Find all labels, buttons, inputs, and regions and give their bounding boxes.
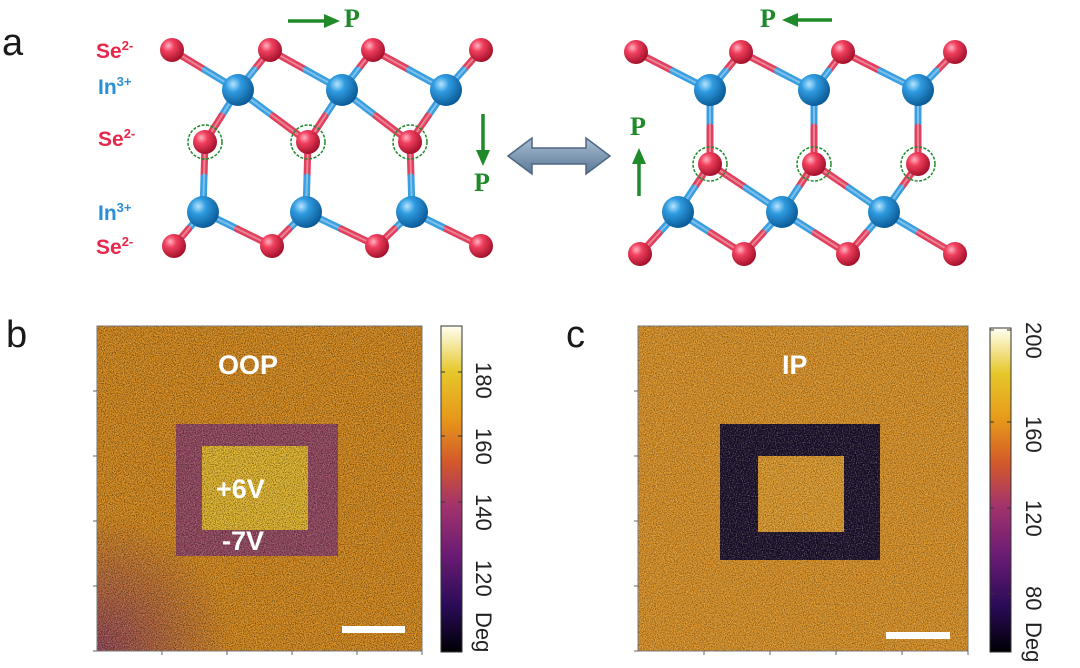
selenium-atom xyxy=(361,38,385,62)
selenium-atom xyxy=(193,130,217,154)
map-label-outer-voltage: -7V xyxy=(222,526,265,556)
panel-c-label: c xyxy=(566,314,585,356)
panel-b-label: b xyxy=(6,314,28,356)
map-label-inner-voltage: +6V xyxy=(216,474,265,504)
selenium-atom xyxy=(802,152,826,176)
pfm-map-ip xyxy=(638,326,968,651)
indium-atom xyxy=(222,74,254,106)
selenium-atom xyxy=(628,242,652,266)
selenium-atom xyxy=(729,40,753,64)
colorbar-ip-tick-80: 80 xyxy=(1021,586,1046,611)
indium-atom xyxy=(396,196,428,228)
selenium-atom xyxy=(836,242,860,266)
ion-label-se-bottom: Se2- xyxy=(96,234,134,259)
colorbar-oop-tick-180: 180 xyxy=(471,362,496,399)
highlight-ring xyxy=(187,124,223,160)
selenium-atom xyxy=(160,38,184,62)
colorbar-ip xyxy=(989,327,1012,653)
indium-atom xyxy=(902,74,934,106)
selenium-atom xyxy=(296,130,320,154)
indium-atom xyxy=(187,196,219,228)
crystal-structure-right xyxy=(624,40,967,266)
scale-bar-oop xyxy=(342,626,405,633)
polarization-arrow-left-down xyxy=(476,114,490,166)
indium-atom xyxy=(430,74,462,106)
switch-double-arrow xyxy=(506,136,612,176)
selenium-atom xyxy=(831,40,855,64)
ion-label-in-upper: In3+ xyxy=(98,74,132,99)
selenium-atom xyxy=(732,242,756,266)
colorbar-ip-tick-160: 160 xyxy=(1021,416,1046,453)
polarization-p-label-right-top: P xyxy=(760,4,776,33)
polarization-arrow-right-up xyxy=(632,148,646,196)
selenium-atom xyxy=(943,242,967,266)
crystal-structure-left xyxy=(160,38,493,258)
colorbar-ip-tick-200: 200 xyxy=(1021,322,1046,359)
highlight-ring xyxy=(692,146,728,182)
pfm-map-oop xyxy=(97,326,422,651)
polarization-arrow-left-top xyxy=(288,14,340,28)
indium-atom xyxy=(290,196,322,228)
indium-atom xyxy=(694,74,726,106)
selenium-atom xyxy=(398,130,422,154)
polarization-p-label-left-down: P xyxy=(474,168,490,197)
colorbar-oop-unit: Deg xyxy=(471,612,496,653)
ion-label-in-lower: In3+ xyxy=(98,200,132,225)
colorbar-oop xyxy=(440,325,463,653)
selenium-atom xyxy=(943,40,967,64)
selenium-atom xyxy=(365,234,389,258)
colorbar-ip-tick-120: 120 xyxy=(1021,500,1046,537)
colorbar-oop-tick-160: 160 xyxy=(471,428,496,465)
selenium-atom xyxy=(258,38,282,62)
ion-label-se-middle: Se2- xyxy=(98,126,136,151)
selenium-atom xyxy=(469,234,493,258)
highlight-ring xyxy=(290,124,326,160)
scale-bar-ip xyxy=(886,632,950,639)
polarization-arrow-right-top xyxy=(782,13,832,27)
colorbar-oop-tick-140: 140 xyxy=(471,494,496,531)
panel-a-label: a xyxy=(2,22,24,64)
indium-atom xyxy=(326,74,358,106)
selenium-atom xyxy=(260,234,284,258)
selenium-atom xyxy=(698,152,722,176)
colorbar-oop-tick-120: 120 xyxy=(471,560,496,597)
indium-atom xyxy=(868,196,900,228)
highlight-ring xyxy=(796,146,832,182)
polarization-p-label-left-top: P xyxy=(344,4,360,33)
highlight-ring xyxy=(900,146,936,182)
indium-atom xyxy=(662,196,694,228)
selenium-atom xyxy=(162,234,186,258)
map-title-ip: IP xyxy=(782,350,808,380)
indium-atom xyxy=(798,74,830,106)
indium-atom xyxy=(766,196,798,228)
colorbar-ip-unit: Deg xyxy=(1021,622,1046,663)
highlight-ring xyxy=(392,124,428,160)
selenium-atom xyxy=(624,40,648,64)
selenium-atom xyxy=(906,152,930,176)
selenium-atom xyxy=(469,38,493,62)
polarization-p-label-right-up: P xyxy=(630,112,646,141)
map-title-oop: OOP xyxy=(218,350,279,380)
ion-label-se-top: Se2- xyxy=(96,38,134,63)
